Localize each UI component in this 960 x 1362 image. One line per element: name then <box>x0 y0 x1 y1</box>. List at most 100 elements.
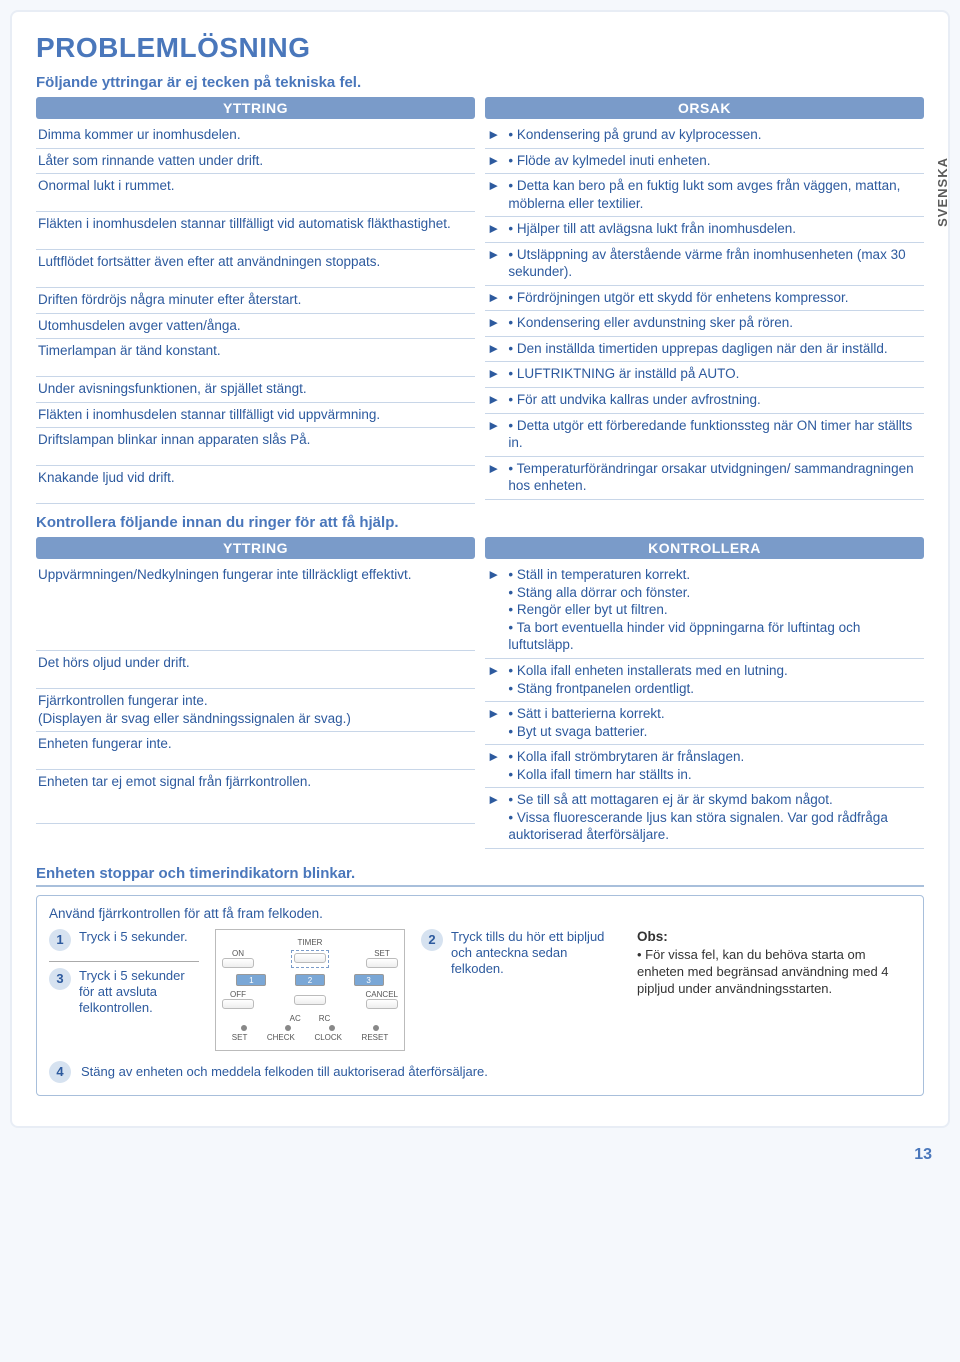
remote-label-cancel: CANCEL <box>366 990 398 999</box>
cause-row: ► För att undvika kallras under avfrostni… <box>485 388 924 414</box>
cause-content: Hjälper till att avlägsna lukt från inom… <box>508 220 922 238</box>
error-grid: 1 Tryck i 5 sekunder. 3 Tryck i 5 sekund… <box>49 929 911 1051</box>
cause-content: Utsläppning av återstående värme från in… <box>508 246 922 281</box>
obs-text: • För vissa fel, kan du behöva starta om… <box>637 947 911 998</box>
arrow-icon: ► <box>487 417 500 435</box>
check-item: Se till så att mottagaren ej är är skymd… <box>508 791 922 809</box>
arrow-icon: ► <box>487 152 500 170</box>
remote-label-reset: RESET <box>362 1033 389 1042</box>
section-1-left: YTTRING Dimma kommer ur inomhusdelen. Lå… <box>36 97 475 504</box>
remote-dot-icon <box>329 1025 335 1031</box>
cause-row: ► Detta kan bero på en fuktig lukt som av… <box>485 174 924 217</box>
remote-dot-icon <box>285 1025 291 1031</box>
remote-button-3: 3 <box>354 974 384 986</box>
section-1: YTTRING Dimma kommer ur inomhusdelen. Lå… <box>36 97 924 504</box>
step-num-icon: 1 <box>49 929 71 951</box>
step-text: Tryck i 5 sekunder för att avsluta felko… <box>79 968 199 1017</box>
check-item: Stäng alla dörrar och fönster. <box>508 584 922 602</box>
cause-content: För att undvika kallras under avfrostnin… <box>508 391 922 409</box>
obs-title: Obs: <box>637 929 911 944</box>
error-intro: Använd fjärrkontrollen för att få fram f… <box>49 906 911 921</box>
symptom-row: Enheten tar ej emot signal från fjärrkon… <box>36 770 475 824</box>
symptom-row: Låter som rinnande vatten under drift. <box>36 149 475 175</box>
check-row: ►Sätt i batterierna korrekt.Byt ut svaga… <box>485 702 924 745</box>
symptom-row: Driften fördröjs några minuter efter åte… <box>36 288 475 314</box>
cause-row: ► Kondensering eller avdunstning sker på … <box>485 311 924 337</box>
cause-content: Detta kan bero på en fuktig lukt som avg… <box>508 177 922 212</box>
cause-content: Kondensering på grund av kylprocessen. <box>508 126 922 144</box>
check-item: Rengör eller byt ut filtren. <box>508 601 922 619</box>
check-item: Stäng frontpanelen ordentligt. <box>508 680 922 698</box>
cause-item: Kondensering eller avdunstning sker på r… <box>508 314 922 332</box>
remote-label-set: SET <box>366 949 398 958</box>
cause-content: Den inställda timertiden upprepas daglig… <box>508 340 922 358</box>
remote-dot-icon <box>373 1025 379 1031</box>
error-box: Använd fjärrkontrollen för att få fram f… <box>36 895 924 1096</box>
cause-item: LUFTRIKTNING är inställd på AUTO. <box>508 365 922 383</box>
step-3: 3 Tryck i 5 sekunder för att avsluta fel… <box>49 968 199 1017</box>
cause-content: Fördröjningen utgör ett skydd för enhete… <box>508 289 922 307</box>
obs-text-content: För vissa fel, kan du behöva starta om e… <box>637 947 889 996</box>
main-title: PROBLEMLÖSNING <box>36 32 924 64</box>
cause-row: ► Kondensering på grund av kylprocessen. <box>485 123 924 149</box>
language-tab: SVENSKA <box>935 157 950 227</box>
cause-row: ► Flöde av kylmedel inuti enheten. <box>485 149 924 175</box>
header-yttring-2: YTTRING <box>36 537 475 559</box>
error-steps-left: 1 Tryck i 5 sekunder. 3 Tryck i 5 sekund… <box>49 929 199 1027</box>
cause-content: LUFTRIKTNING är inställd på AUTO. <box>508 365 922 383</box>
cause-row: ►LUFTRIKTNING är inställd på AUTO. <box>485 362 924 388</box>
arrow-icon: ► <box>487 791 500 809</box>
cause-content: Detta utgör ett förberedande funktionsst… <box>508 417 922 452</box>
page-container: SVENSKA PROBLEMLÖSNING Följande yttringa… <box>10 10 950 1128</box>
remote-label-rc: RC <box>319 1014 331 1023</box>
symptom-row: Knakande ljud vid drift. <box>36 466 475 504</box>
remote-dot-icon <box>241 1025 247 1031</box>
cause-item: Hjälper till att avlägsna lukt från inom… <box>508 220 922 238</box>
arrow-icon: ► <box>487 126 500 144</box>
check-item: Ställ in temperaturen korrekt. <box>508 566 922 584</box>
arrow-icon: ► <box>487 314 500 332</box>
cause-item: Flöde av kylmedel inuti enheten. <box>508 152 922 170</box>
check-item: Ta bort eventuella hinder vid öppningarn… <box>508 619 922 654</box>
arrow-icon: ► <box>487 246 500 264</box>
remote-label-timer: TIMER <box>298 938 323 947</box>
remote-button <box>222 958 254 968</box>
cause-item: Detta utgör ett förberedande funktionsst… <box>508 417 922 452</box>
check-item: Vissa fluorescerande ljus kan störa sign… <box>508 809 922 844</box>
check-content: Sätt i batterierna korrekt.Byt ut svaga … <box>508 705 922 740</box>
cause-row: ► Detta utgör ett förberedande funktionss… <box>485 414 924 457</box>
symptom-row: Luftflödet fortsätter även efter att anv… <box>36 250 475 288</box>
check-row: ► Se till så att mottagaren ej är är skym… <box>485 788 924 849</box>
check-item: Kolla ifall strömbrytaren är frånslagen. <box>508 748 922 766</box>
step-text: Stäng av enheten och meddela felkoden ti… <box>81 1064 488 1080</box>
cause-row: ►Fördröjningen utgör ett skydd för enhet… <box>485 286 924 312</box>
cause-content: Kondensering eller avdunstning sker på r… <box>508 314 922 332</box>
check-item: Kolla ifall timern har ställts in. <box>508 766 922 784</box>
symptom-row: Fjärrkontrollen fungerar inte. (Displaye… <box>36 689 475 732</box>
check-content: Kolla ifall strömbrytaren är frånslagen.… <box>508 748 922 783</box>
symptom-row: Fläkten i inomhusdelen stannar tillfälli… <box>36 403 475 429</box>
cause-item: Detta kan bero på en fuktig lukt som avg… <box>508 177 922 212</box>
remote-label-off: OFF <box>222 990 254 999</box>
remote-label-clock: CLOCK <box>314 1033 342 1042</box>
section-3-title: Enheten stoppar och timerindikatorn blin… <box>36 865 924 887</box>
step-num-icon: 4 <box>49 1061 71 1083</box>
section-2: YTTRING Uppvärmningen/Nedkylningen funge… <box>36 537 924 849</box>
check-item: Kolla ifall enheten installerats med en … <box>508 662 922 680</box>
arrow-icon: ► <box>487 177 500 195</box>
remote-label-check: CHECK <box>267 1033 295 1042</box>
symptom-row: Enheten fungerar inte. <box>36 732 475 770</box>
remote-label-ac: AC <box>290 1014 301 1023</box>
symptom-row: Timerlampan är tänd konstant. <box>36 339 475 377</box>
check-item: Sätt i batterierna korrekt. <box>508 705 922 723</box>
symptom-row: Driftslampan blinkar innan apparaten slå… <box>36 428 475 466</box>
remote-button <box>366 999 398 1009</box>
error-obs: Obs: • För vissa fel, kan du behöva star… <box>637 929 911 998</box>
check-row: ►Ställ in temperaturen korrekt.Stäng all… <box>485 563 924 659</box>
remote-button-1: 1 <box>236 974 266 986</box>
arrow-icon: ► <box>487 391 500 409</box>
header-yttring-1: YTTRING <box>36 97 475 119</box>
arrow-icon: ► <box>487 662 500 680</box>
step-num-icon: 2 <box>421 929 443 951</box>
check-item: Byt ut svaga batterier. <box>508 723 922 741</box>
